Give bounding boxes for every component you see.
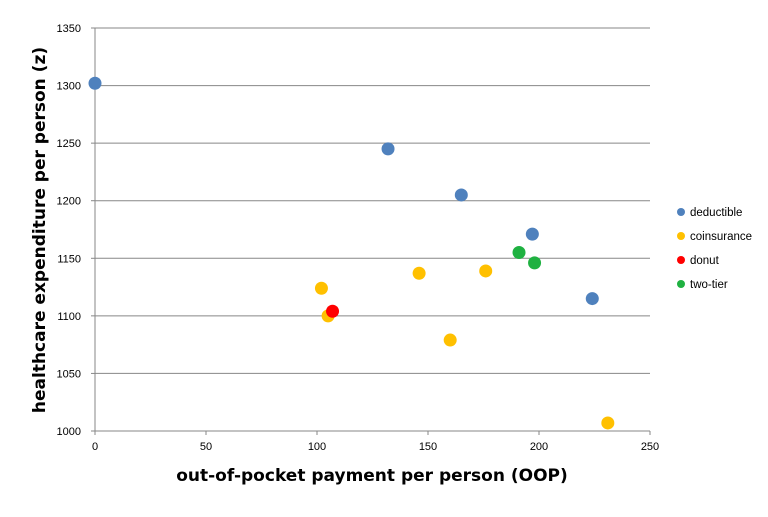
data-point-deductible: [88, 76, 102, 90]
y-axis-title: healthcare expenditure per person (z): [30, 47, 50, 413]
data-point-coinsurance: [314, 281, 328, 295]
x-axis-title: out-of-pocket payment per person (OOP): [176, 466, 568, 486]
y-tick-labels: 1000 1050 1100 1150 1200 1250 1300 1350: [57, 23, 81, 438]
legend-marker-coinsurance: [677, 232, 685, 240]
legend-label: two-tier: [690, 279, 728, 291]
x-tick-labels: 0 50 100 150 200 250: [92, 441, 659, 453]
legend: deductible coinsurance donut two-tier: [677, 207, 752, 291]
data-point-coinsurance: [479, 264, 493, 278]
data-point-coinsurance: [412, 266, 426, 280]
data-point-deductible: [525, 227, 539, 241]
y-tick-label: 1300: [57, 81, 81, 93]
y-tick-label: 1250: [57, 138, 81, 150]
data-point-donut: [326, 304, 340, 318]
y-tick-label: 1000: [57, 426, 81, 438]
legend-label: deductible: [690, 207, 742, 219]
x-tick-label: 200: [530, 441, 548, 453]
y-tick-label: 1150: [57, 253, 81, 265]
y-tick-label: 1200: [57, 196, 81, 208]
axes: [91, 27, 651, 435]
data-point-deductible: [381, 142, 395, 156]
data-point-coinsurance: [443, 333, 457, 347]
x-tick-label: 150: [419, 441, 437, 453]
gridlines: [95, 27, 650, 374]
x-tick-label: 100: [308, 441, 326, 453]
y-tick-label: 1050: [57, 368, 81, 380]
legend-label: donut: [690, 255, 720, 267]
legend-marker-donut: [677, 256, 685, 264]
y-tick-label: 1100: [57, 311, 81, 323]
data-point-two-tier: [528, 256, 542, 270]
data-points: [88, 76, 615, 430]
data-point-deductible: [585, 292, 599, 306]
legend-marker-deductible: [677, 208, 685, 216]
x-tick-label: 0: [92, 441, 98, 453]
x-tick-label: 50: [200, 441, 212, 453]
data-point-two-tier: [512, 246, 526, 260]
data-point-coinsurance: [601, 416, 615, 430]
x-tick-label: 250: [641, 441, 659, 453]
data-point-deductible: [454, 188, 468, 202]
legend-marker-two-tier: [677, 280, 685, 288]
y-tick-label: 1350: [57, 23, 81, 35]
legend-label: coinsurance: [690, 231, 752, 243]
